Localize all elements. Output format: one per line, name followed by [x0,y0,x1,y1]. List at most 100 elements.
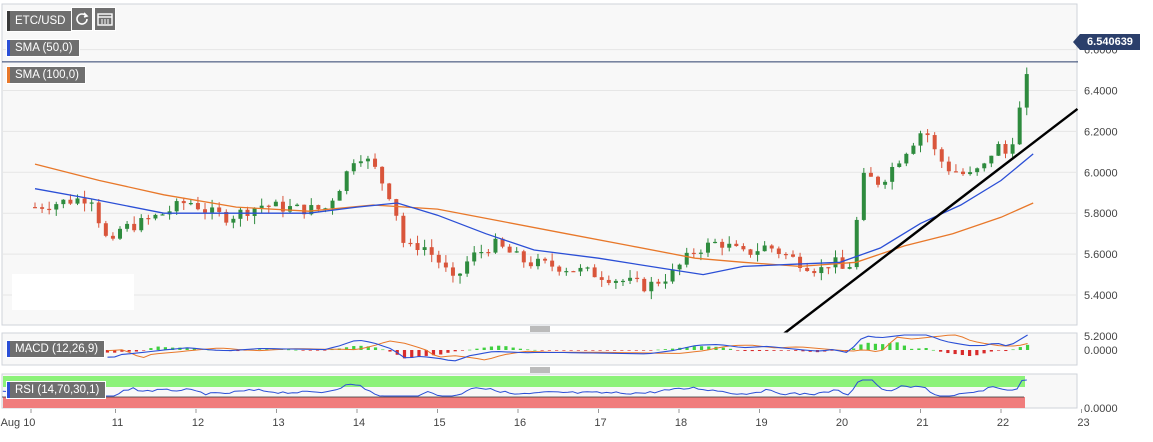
macd-bar [649,350,653,351]
macd-bar [366,346,370,350]
macd-legend[interactable]: MACD (12,26,9) [6,340,106,358]
macd-bar [888,343,892,350]
macd-bar [627,350,631,351]
x-tick-label: 19 [755,417,767,429]
candle-body [691,252,696,255]
macd-bar [641,350,646,351]
candle-body [146,218,151,220]
candle-body [861,172,866,220]
sma50-legend[interactable]: SMA (50,0) [6,39,80,57]
rsi-legend[interactable]: RSI (14,70,30,1) [6,381,107,399]
macd-bar [504,346,508,350]
macd-bar [497,345,501,350]
candle-body [422,247,427,251]
refresh-button[interactable] [71,7,93,31]
macd-bar [163,347,168,350]
candle-body [302,204,307,215]
macd-bar [482,347,486,350]
candle-body [295,204,300,207]
candle-body [259,205,264,208]
macd-bar [968,350,972,356]
macd-bar [555,350,559,351]
macd-bar [142,350,146,351]
macd-bar [757,350,762,351]
x-tick-label: 11 [112,417,123,429]
macd-bar [359,345,363,350]
macd-bar [468,349,472,351]
candle-body [755,251,760,255]
candle-body [344,171,349,191]
macd-bar [576,350,580,351]
macd-bar [924,348,928,350]
candle-body [613,280,618,283]
macd-bar [613,350,617,351]
macd-bar [859,344,863,350]
x-tick-label: 13 [272,417,284,429]
candle-body [89,202,94,204]
candle-body [33,207,37,209]
macd-bar [939,350,943,352]
macd-bar [149,348,153,350]
macd-bar [910,348,914,350]
macd-bar [417,350,421,357]
candle-body [826,267,831,269]
macd-bar [975,350,979,356]
candle-body [174,201,179,212]
macd-bar [105,350,110,353]
macd-bar [779,350,783,351]
sma100-legend[interactable]: SMA (100,0) [6,66,86,84]
candle-body [656,281,661,284]
macd-bar [772,350,776,351]
symbol-button[interactable]: ETC/USD [6,10,73,32]
candle-body [776,248,781,254]
macd-bar [917,348,921,350]
macd-bar [127,350,131,352]
x-tick-label: 15 [433,417,445,429]
candle-body [996,144,1001,156]
macd-bar [511,347,515,350]
candle-body [819,267,824,274]
macd-bar [431,350,436,356]
macd-bar [446,350,450,353]
candle-body [578,267,583,272]
y-tick-label: 6.0000 [1084,167,1118,179]
macd-bar [540,350,544,351]
candle-body [351,163,356,172]
macd-bar [402,350,407,359]
x-tick-label: 20 [836,417,848,429]
candle-body [373,158,378,167]
candle-body [769,245,774,249]
candle-body [649,281,654,292]
candle-body [953,171,958,173]
candle-body [961,171,966,175]
macd-bar [801,350,805,352]
macd-bar [996,350,1001,351]
macd-bar [866,342,870,350]
sma50-color-bar [7,40,10,56]
macd-bar [185,347,189,350]
candle-body [1024,74,1029,108]
macd-bar [120,350,124,352]
macd-bar [323,350,327,351]
candle-body [734,243,739,247]
candle-body [628,277,633,281]
macd-bar [1025,344,1030,350]
macd-bar [257,349,262,350]
candle-body [720,241,725,248]
macd-bar [308,350,312,351]
candle-body [231,218,236,223]
main-panel [1,3,1078,326]
macd-bar [743,350,747,351]
macd-bar [424,350,428,356]
calendar-button[interactable] [94,7,116,31]
candle-body [82,198,87,204]
macd-bar [591,350,595,351]
candle-body [550,260,555,267]
candle-body [96,202,101,224]
macd-bar [931,349,935,351]
trendline [774,107,1079,341]
current-price-tag: 6.540639 [1073,34,1140,50]
candle-body [358,161,363,164]
macd-bar [489,346,494,350]
